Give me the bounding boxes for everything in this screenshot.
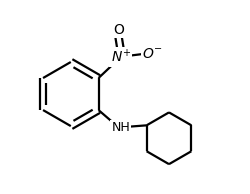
Text: $O^{-}$: $O^{-}$	[142, 47, 163, 61]
Text: NH: NH	[111, 121, 130, 134]
Text: $N^{+}$: $N^{+}$	[110, 48, 131, 66]
Text: O: O	[113, 23, 124, 37]
